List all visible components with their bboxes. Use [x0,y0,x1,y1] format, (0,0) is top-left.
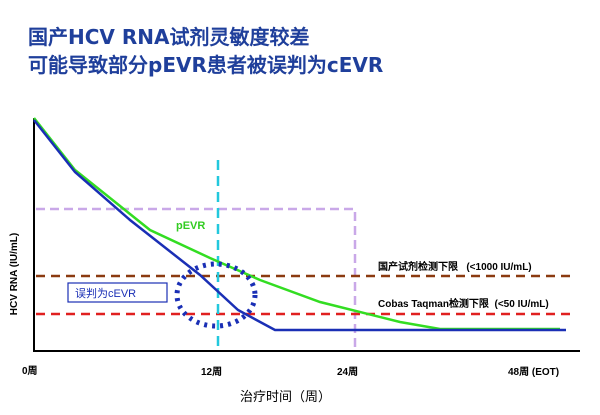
domestic-threshold-label: 国产试剂检测下限 (<1000 IU/mL) [378,260,532,273]
title-line-2: 可能导致部分pEVR患者被误判为cEVR [28,53,384,77]
pevr-curve [33,117,560,331]
misjudged-curve [33,119,566,332]
title-line-1: 国产HCV RNA试剂灵敏度较差 [28,25,310,49]
misjudged-label: 误判为cEVR [75,287,136,300]
x-tick-24: 24周 [337,366,358,378]
x-tick-12: 12周 [201,366,222,378]
x-axis-label: 治疗时间（周） [240,389,331,404]
y-axis-label: HCV RNA (IU/mL) [9,233,20,315]
highlight-circle [174,261,258,329]
pevr-label: pEVR [176,220,205,232]
cobas-threshold-label: Cobas Taqman检测下限 (<50 IU/mL) [378,297,549,310]
reference-box [36,207,357,351]
x-tick-48: 48周 (EOT) [508,366,559,378]
misjudged-label-box [67,282,168,303]
x-tick-0: 0周 [22,365,38,377]
